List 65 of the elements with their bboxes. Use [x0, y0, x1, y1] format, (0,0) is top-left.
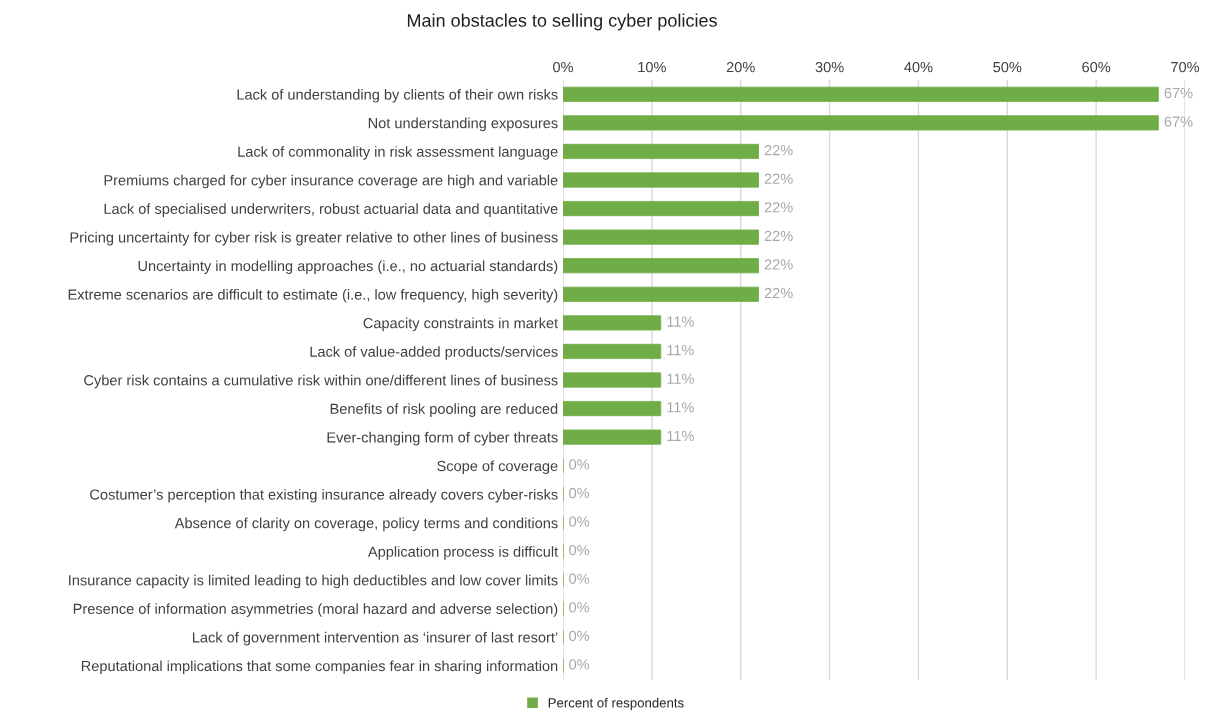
y-tick-label: Cyber risk contains a cumulative risk within one/different lines of business	[84, 374, 558, 389]
y-tick-label: Lack of understanding by clients of their own risks	[237, 89, 558, 103]
y-tick-label: Presence of information asymmetries (moral hazard and adverse selection)	[73, 603, 558, 617]
y-tick-label: Lack of value-added products/services	[310, 346, 558, 360]
bar	[563, 229, 759, 245]
x-tick-label: 60%	[1082, 61, 1111, 73]
data-label: 22%	[764, 259, 793, 270]
data-label: 11%	[667, 345, 694, 356]
data-label: 11%	[667, 373, 694, 384]
data-label: 11%	[667, 402, 694, 413]
bar	[563, 172, 759, 188]
bar	[563, 401, 662, 417]
chart-title: Main obstacles to selling cyber policies	[407, 13, 717, 31]
data-label: 22%	[764, 145, 793, 156]
data-label: 0%	[569, 459, 590, 470]
bar	[563, 315, 662, 331]
bar	[563, 258, 759, 274]
data-label: 0%	[569, 545, 590, 556]
data-label: 67%	[1164, 116, 1193, 127]
y-tick-label: Ever-changing form of cyber threats	[327, 431, 558, 446]
x-tick-label: 40%	[904, 61, 933, 73]
y-tick-label: Benefits of risk pooling are reduced	[330, 403, 558, 417]
y-tick-label: Lack of specialised underwriters, robust actuarial data and quantitative	[104, 203, 558, 217]
data-label: 0%	[569, 630, 590, 642]
data-label: 0%	[569, 516, 590, 527]
data-label: 0%	[569, 659, 590, 670]
y-tick-label: Application process is difficult	[367, 546, 559, 560]
data-label: 11%	[667, 316, 694, 327]
data-label: 0%	[569, 487, 590, 499]
bar	[563, 201, 759, 217]
y-tick-label: Extreme scenarios are difficult to estimate (i.e., low frequency, high severity)	[68, 289, 558, 303]
y-tick-label: Scope of coverage	[437, 460, 558, 475]
y-tick-label: Lack of commonality in risk assessment language	[238, 146, 558, 160]
bar	[563, 86, 1159, 102]
y-tick-label: Costumer’s perception that existing insurance already covers cyber-risks	[90, 489, 558, 503]
x-tick-label: 50%	[993, 61, 1022, 73]
y-tick-label: Lack of government intervention as ‘insurer of last resort’	[192, 631, 558, 646]
x-tick-label: 20%	[726, 61, 755, 73]
y-tick-label: Insurance capacity is limited leading to high deductibles and low cover limits	[69, 574, 558, 589]
data-label: 67%	[1164, 87, 1193, 99]
data-label: 0%	[569, 573, 590, 584]
bar	[563, 115, 1159, 131]
y-tick-label: Pricing uncertainty for cyber risk is greater relative to other lines of business	[70, 231, 558, 246]
bar	[563, 372, 662, 388]
x-tick-label: 0%	[553, 61, 574, 73]
y-tick-label: Capacity constraints in market	[363, 317, 559, 332]
y-tick-label: Premiums charged for cyber insurance coverage are high and variable	[104, 174, 558, 189]
bar	[563, 429, 662, 445]
y-tick-label: Reputational implications that some companies fear in sharing information	[81, 660, 558, 675]
data-label: 0%	[569, 602, 590, 613]
legend-label: Percent of respondents	[548, 697, 684, 711]
bar	[563, 286, 759, 302]
x-tick-label: 30%	[815, 61, 844, 73]
bar	[563, 143, 759, 159]
bar	[563, 343, 662, 359]
x-tick-label: 10%	[638, 61, 666, 73]
data-label: 22%	[764, 230, 793, 241]
data-label: 22%	[764, 173, 793, 184]
y-tick-label: Absence of clarity on coverage, policy terms and conditions	[174, 517, 558, 532]
y-tick-label: Uncertainty in modelling approaches (i.e., no actuarial standards)	[138, 260, 558, 275]
data-label: 22%	[764, 202, 793, 213]
x-tick-label: 70%	[1171, 61, 1200, 73]
data-label: 11%	[667, 430, 694, 441]
data-label: 22%	[764, 287, 793, 299]
y-tick-label: Not understanding exposures	[368, 117, 558, 132]
